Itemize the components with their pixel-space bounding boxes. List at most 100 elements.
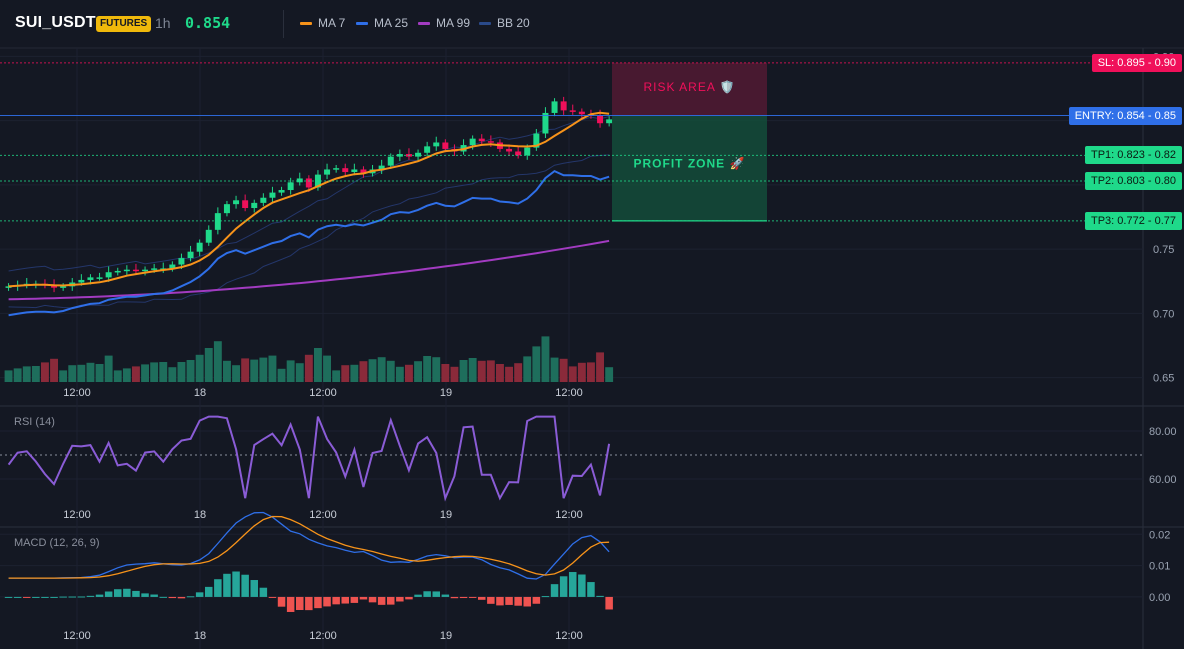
- macd-histogram-bar: [578, 574, 586, 597]
- volume-bar: [223, 360, 231, 382]
- volume-bar: [122, 368, 131, 382]
- price-level-label: TP1: 0.823 - 0.82: [1085, 146, 1182, 165]
- x-tick-label: 12:00: [555, 509, 583, 521]
- legend-ma25-label: MA 25: [374, 16, 409, 30]
- volume-bar: [286, 360, 295, 382]
- macd-histogram-bar: [32, 596, 40, 598]
- ma25-swatch: [356, 21, 368, 25]
- y-tick-label: 0.70: [1153, 308, 1174, 320]
- macd-histogram-bar: [405, 596, 413, 600]
- macd-histogram-bar: [150, 594, 158, 597]
- macd-histogram-bar: [23, 596, 31, 598]
- macd-histogram-bar: [377, 596, 386, 605]
- symbol-name[interactable]: SUI_USDT: [15, 14, 96, 31]
- volume-bar: [559, 358, 568, 382]
- macd-histogram-bar: [478, 596, 486, 600]
- macd-histogram-bar: [114, 589, 122, 597]
- volume-bar: [496, 364, 504, 382]
- bb20-swatch: [479, 21, 491, 25]
- macd-histogram-bar: [587, 582, 595, 597]
- macd-histogram-bar: [241, 574, 249, 597]
- macd-histogram-bar: [259, 587, 268, 597]
- candle-body: [415, 152, 422, 157]
- macd-histogram-bar: [441, 594, 450, 597]
- candle-body: [287, 182, 294, 191]
- volume-bar: [4, 370, 13, 382]
- macd-histogram-bar: [305, 596, 313, 611]
- price-level-label: ENTRY: 0.854 - 0.85: [1068, 106, 1182, 125]
- candle-body: [205, 229, 212, 243]
- volume-bar: [468, 358, 477, 382]
- timeframe-selector[interactable]: 1h: [155, 15, 171, 31]
- x-tick-label: 19: [440, 509, 452, 521]
- candle-body: [433, 142, 440, 147]
- ma7-line: [8, 111, 610, 288]
- volume-bar: [295, 363, 304, 382]
- candle-body: [333, 168, 340, 170]
- macd-histogram-bar: [59, 596, 67, 598]
- x-tick-label: 18: [194, 630, 206, 642]
- volume-bar: [532, 346, 541, 382]
- macd-histogram-bar: [550, 584, 559, 597]
- macd-histogram-bar: [50, 596, 58, 598]
- x-tick-label: 19: [440, 630, 452, 642]
- candle-body: [242, 200, 249, 209]
- x-tick-label: 19: [440, 387, 452, 399]
- legend-ma99-label: MA 99: [436, 16, 471, 30]
- macd-histogram-bar: [487, 596, 495, 604]
- bb-upper-line: [8, 116, 610, 272]
- candle-body: [560, 101, 567, 111]
- volume-bar: [596, 352, 604, 382]
- candle-body: [51, 285, 58, 288]
- macd-histogram-bar: [396, 596, 404, 602]
- volume-bar: [414, 361, 422, 382]
- candle-body: [469, 138, 476, 146]
- risk-zone-label: RISK AREA 🛡️: [644, 80, 736, 94]
- volume-bar: [277, 368, 286, 382]
- legend-ma7[interactable]: MA 7: [300, 16, 345, 30]
- macd-histogram-bar: [559, 576, 568, 597]
- volume-bar: [241, 358, 250, 382]
- candle-body: [296, 178, 303, 183]
- volume-bar: [541, 336, 550, 382]
- last-price: 0.854: [185, 14, 231, 32]
- macd-histogram-bar: [350, 596, 359, 603]
- volume-bar: [514, 363, 523, 382]
- volume-bar: [432, 357, 441, 382]
- macd-histogram-bar: [123, 588, 131, 597]
- macd-histogram-bar: [359, 596, 368, 600]
- bb-lower-line: [8, 154, 610, 309]
- candle-body: [187, 251, 194, 259]
- volume-bar: [259, 357, 268, 382]
- macd-histogram-bar: [68, 596, 76, 598]
- candle-body: [424, 146, 431, 153]
- volume-bar: [68, 365, 77, 382]
- volume-bar: [450, 366, 459, 382]
- legend-bb20[interactable]: BB 20: [479, 16, 530, 30]
- volume-bar: [86, 362, 95, 382]
- macd-tick-label: 0.02: [1149, 529, 1170, 541]
- macd-histogram-bar: [132, 590, 140, 597]
- candle-body: [524, 147, 531, 156]
- legend-ma25[interactable]: MA 25: [356, 16, 408, 30]
- volume-bar: [386, 360, 395, 382]
- macd-line: [8, 511, 610, 580]
- volume-bar: [204, 348, 213, 382]
- volume-bar: [477, 360, 486, 382]
- macd-histogram-bar: [41, 596, 49, 598]
- legend-ma99[interactable]: MA 99: [418, 16, 470, 30]
- candle-body: [360, 169, 367, 174]
- volume-bar: [168, 367, 177, 382]
- volume-bar: [22, 366, 31, 382]
- macd-histogram-bar: [459, 596, 468, 599]
- x-tick-label: 12:00: [63, 387, 91, 399]
- futures-badge: FUTURES: [96, 16, 152, 32]
- volume-bar: [250, 359, 259, 382]
- candle-body: [442, 142, 449, 149]
- volume-bar: [441, 364, 450, 382]
- macd-tick-label: 0.01: [1149, 561, 1170, 573]
- volume-bar: [459, 360, 468, 382]
- volume-bar: [113, 370, 122, 382]
- risk-zone: [612, 62, 767, 116]
